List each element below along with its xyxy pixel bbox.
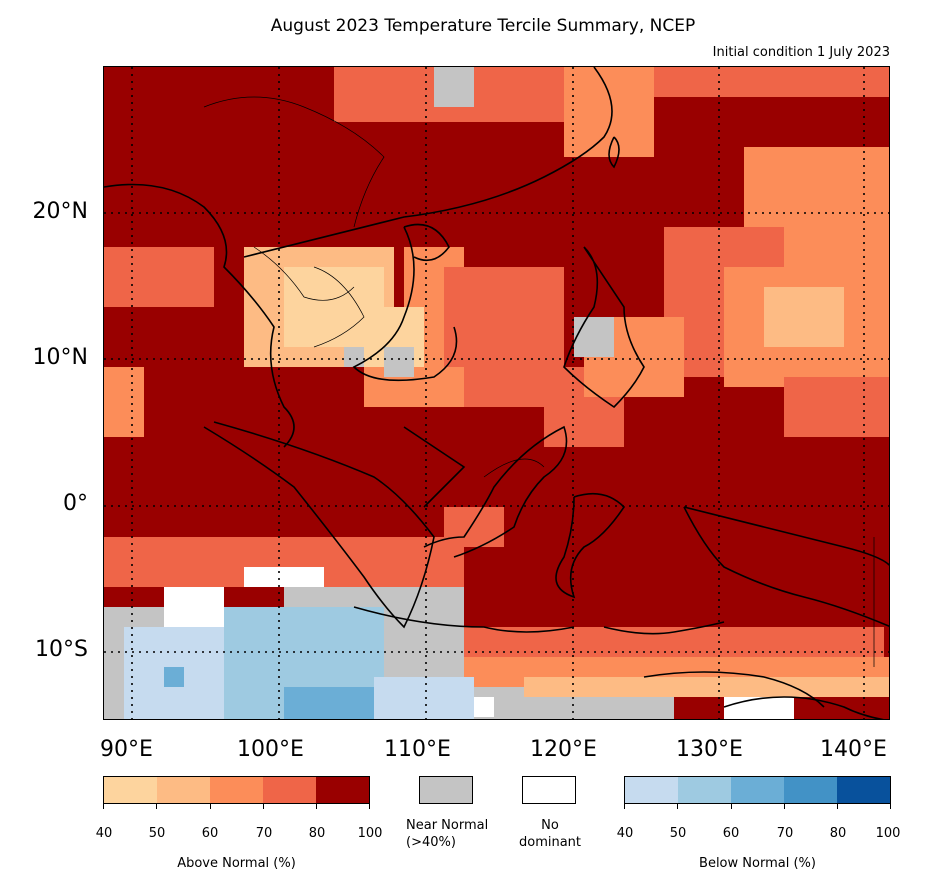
lat-label-0: 0° [63, 491, 88, 516]
no-dominant-label-line2: dominant [518, 835, 582, 850]
above-normal-label: Above Normal (%) [177, 856, 296, 871]
below-normal-regions [124, 607, 474, 719]
no-dominant-label-line1: No [541, 818, 559, 833]
initial-condition-label: Initial condition 1 July 2023 [712, 45, 890, 60]
below-normal-70-80-swatch [784, 777, 837, 803]
near-normal-label-line2: (>40%) [406, 835, 456, 850]
lon-label-130e: 130°E [676, 737, 743, 762]
near-normal-label: Near Normal (>40%) [406, 817, 530, 851]
lon-label-100e: 100°E [237, 737, 304, 762]
above-tick-100: 100 [357, 826, 383, 841]
lon-label-120e: 120°E [530, 737, 597, 762]
below-normal-label: Below Normal (%) [699, 856, 816, 871]
lon-label-110e: 110°E [384, 737, 451, 762]
above-tick-80: 80 [308, 826, 326, 841]
country-borders [203, 96, 875, 667]
coastlines [104, 67, 889, 719]
below-normal-50-60-swatch [678, 777, 731, 803]
below-tick-70: 70 [776, 826, 794, 841]
above-normal-40-50-swatch [104, 777, 157, 803]
below-normal-40-50-swatch [625, 777, 678, 803]
lon-label-90e: 90°E [100, 737, 153, 762]
below-tick-60: 60 [722, 826, 740, 841]
graticule [104, 67, 889, 719]
below-tick-50: 50 [669, 826, 687, 841]
above-normal-50-60-swatch [157, 777, 210, 803]
no-dominant-swatch [522, 776, 576, 804]
above-tick-60: 60 [201, 826, 219, 841]
above-normal-80-100-swatch [316, 777, 369, 803]
above-normal-mid-regions [104, 67, 889, 547]
map-canvas [104, 67, 889, 719]
below-normal-80-100-swatch [837, 777, 890, 803]
lat-label-10s: 10°S [35, 637, 88, 662]
near-normal-label-line1: Near Normal [406, 818, 489, 833]
below-tick-100: 100 [875, 826, 901, 841]
below-normal-60-70-swatch [731, 777, 784, 803]
above-tick-50: 50 [148, 826, 166, 841]
above-tick-70: 70 [255, 826, 273, 841]
no-dominant-label: No dominant [510, 817, 590, 851]
above-normal-70-80-swatch [263, 777, 316, 803]
below-tick-40: 40 [616, 826, 634, 841]
lat-label-20n: 20°N [32, 199, 88, 224]
near-normal-swatch [419, 776, 473, 804]
lon-label-140e: 140°E [820, 737, 887, 762]
below-tick-80: 80 [829, 826, 847, 841]
above-tick-40: 40 [95, 826, 113, 841]
below-normal-colorbar [624, 776, 891, 804]
above-normal-south-band [104, 537, 889, 697]
forecast-map [103, 66, 890, 720]
map-title: August 2023 Temperature Tercile Summary,… [270, 16, 696, 36]
above-normal-60-70-swatch [210, 777, 263, 803]
above-normal-colorbar [103, 776, 370, 804]
lat-label-10n: 10°N [32, 345, 88, 370]
above-normal-low-regions [244, 247, 424, 367]
